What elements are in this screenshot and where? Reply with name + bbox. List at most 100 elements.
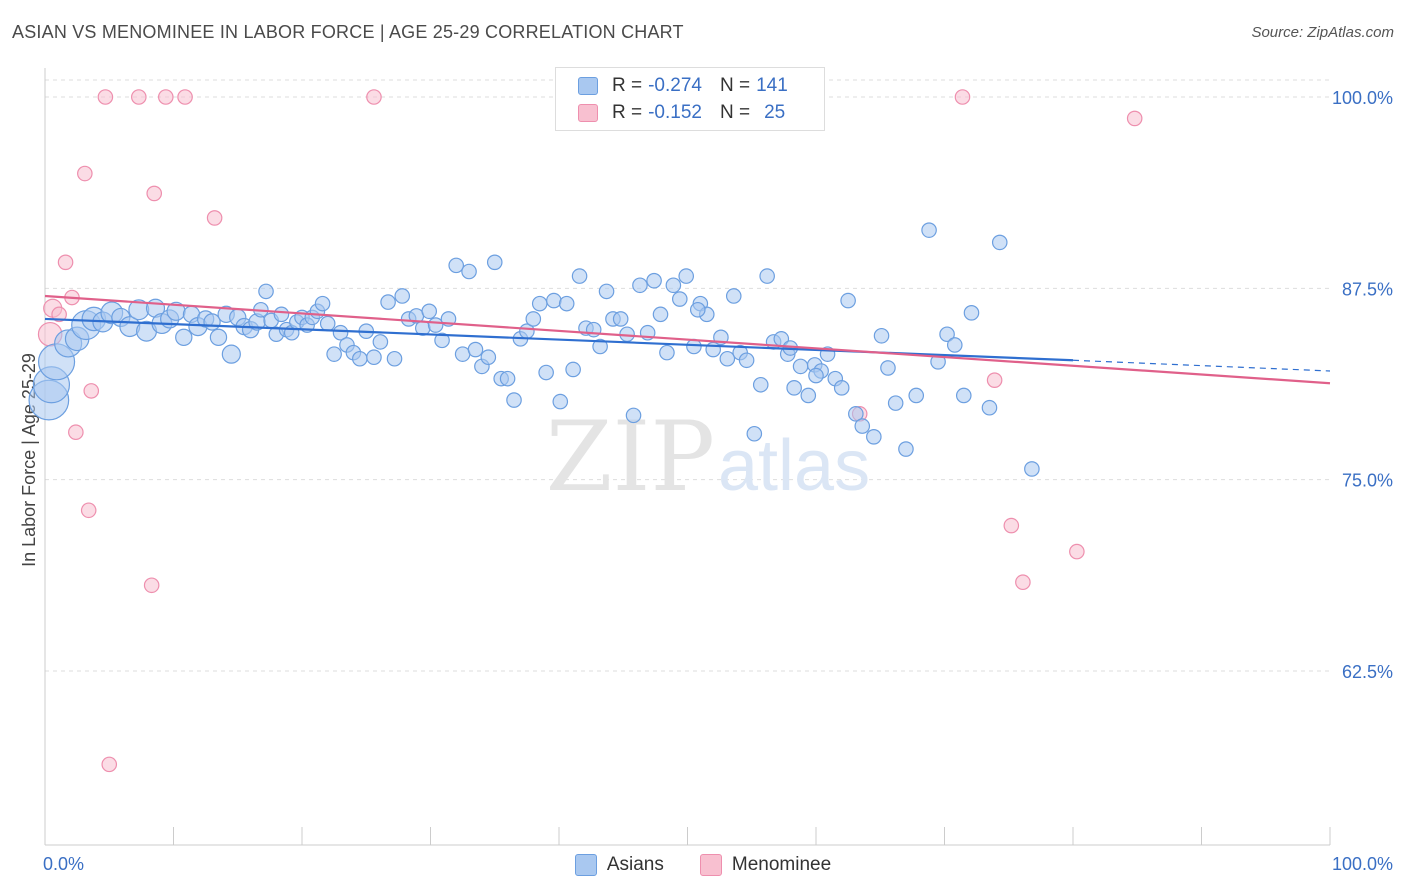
menominee-point [1015, 574, 1031, 591]
asians-point [808, 367, 824, 384]
asians-point [939, 326, 955, 343]
asians-point [434, 332, 450, 349]
asians-point [386, 350, 403, 367]
asians-point [486, 254, 503, 271]
menominee-point [83, 383, 100, 399]
asians-point [454, 346, 471, 362]
asians-legend-label: Asians [606, 854, 664, 875]
asians-point [480, 349, 497, 366]
menominee-point [143, 577, 160, 594]
asians-point [175, 328, 193, 347]
legend-row-menominee: R = -0.152 N = 25 [578, 101, 785, 125]
asians-point [746, 425, 763, 442]
asians-point [565, 361, 581, 378]
asians-point [963, 305, 980, 321]
asians-point [646, 272, 662, 289]
asians-point [499, 370, 516, 387]
legend-item-asians[interactable]: Asians [574, 854, 664, 876]
asians-trend-extension [1072, 359, 1331, 372]
asians-point [319, 315, 336, 332]
asians-point [612, 311, 629, 327]
menominee-legend-label: Menominee [731, 854, 832, 875]
asians-point [314, 295, 331, 312]
asians-point [833, 380, 850, 396]
asians-point [887, 395, 904, 411]
menominee-legend-swatch [699, 854, 722, 876]
asians-point [652, 306, 669, 323]
asians-point [866, 429, 882, 445]
asians-point [380, 294, 396, 310]
asians-point [689, 301, 706, 318]
asians-point [981, 399, 998, 416]
asians-point [467, 341, 484, 358]
menominee-point [131, 89, 147, 105]
menominee-point [146, 185, 163, 202]
asians-r-label: R = [612, 75, 643, 96]
menominee-trend-line [44, 294, 1331, 385]
asians-swatch [578, 77, 598, 95]
y-tick-label: 75.0% [1342, 471, 1393, 491]
menominee-point [206, 210, 223, 226]
asians-point [552, 393, 569, 410]
y-tick-label: 62.5% [1342, 662, 1393, 682]
asians-point [366, 349, 382, 366]
asians-point [461, 263, 477, 280]
asians-point [372, 334, 389, 350]
asians-point [585, 321, 602, 338]
asians-point [352, 350, 368, 367]
asians-point [854, 418, 871, 434]
asians-point [427, 317, 444, 333]
asians-point [326, 346, 342, 362]
asians-point [1024, 461, 1040, 477]
asians-n-value: 141 [756, 75, 788, 96]
asians-point [719, 350, 736, 367]
asians-point [506, 392, 522, 408]
asians-point [546, 292, 562, 309]
asians-point [558, 295, 575, 312]
menominee-point [366, 89, 382, 105]
chart-title: ASIAN VS MENOMINEE IN LABOR FORCE | AGE … [12, 22, 684, 42]
menominee-point [1003, 517, 1020, 534]
asians-point [525, 311, 542, 327]
asians-legend-swatch [574, 854, 597, 876]
asians-trend-line [44, 317, 1074, 362]
x-tick-label: 100.0% [1332, 854, 1393, 874]
asians-point [786, 380, 802, 396]
source-note: Source: ZipAtlas.com [1251, 24, 1394, 41]
asians-point [921, 222, 937, 238]
menominee-swatch [578, 104, 598, 122]
asians-point [332, 324, 349, 341]
menominee-point [51, 306, 67, 323]
asians-point [592, 338, 608, 355]
menominee-point [157, 89, 174, 105]
menominee-point [97, 89, 114, 105]
asians-point [571, 268, 588, 284]
y-tick-label: 87.5% [1342, 279, 1393, 299]
x-tick-label: 0.0% [43, 854, 84, 874]
menominee-n-label: N = [719, 102, 751, 123]
menominee-point [954, 89, 971, 105]
asians-point [531, 295, 548, 312]
asians-point [625, 407, 642, 424]
menominee-point [1069, 543, 1085, 560]
asians-point [898, 441, 914, 457]
series-legend: Asians Menominee [0, 852, 1406, 878]
asians-point [394, 288, 411, 304]
asians-point [840, 292, 856, 309]
menominee-point [177, 89, 193, 105]
asians-point [955, 387, 972, 404]
asians-point [632, 277, 648, 294]
asians-point [598, 283, 615, 300]
menominee-r-value: -0.152 [648, 102, 702, 123]
asians-point [209, 328, 228, 347]
asians-point [946, 337, 963, 353]
watermark-atlas: atlas [718, 426, 870, 506]
menominee-point [986, 372, 1003, 388]
menominee-r-label: R = [612, 102, 643, 123]
asians-point [792, 358, 809, 375]
asians-point [273, 306, 290, 323]
asians-n-label: N = [719, 75, 751, 96]
legend-item-menominee[interactable]: Menominee [699, 854, 832, 876]
asians-r-value: -0.274 [648, 75, 702, 96]
